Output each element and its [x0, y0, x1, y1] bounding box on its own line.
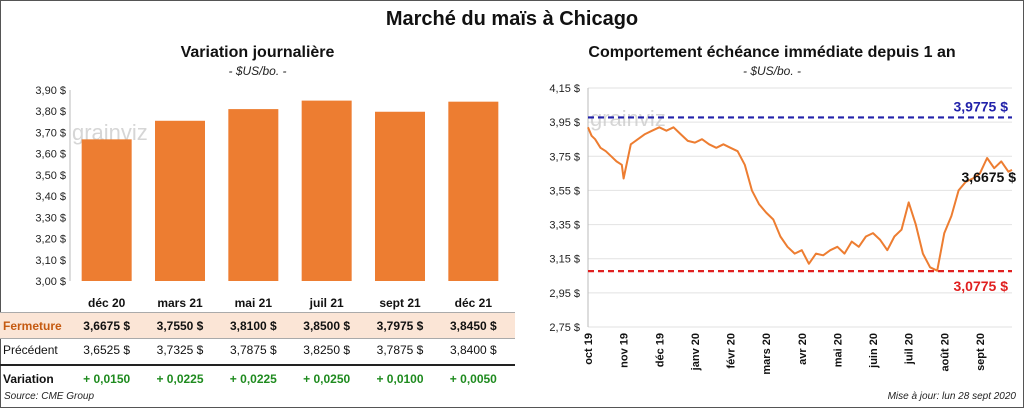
table-cell: 3,7875 $: [376, 343, 424, 357]
bar-y-tick-label: 3,10 $: [35, 255, 66, 267]
table-row: Variation + 0,0150 + 0,0225 + 0,0225 + 0,025…: [0, 364, 515, 391]
update-note: Mise à jour: lun 28 sept 2020: [887, 391, 1016, 402]
line-x-tick-label: août 20: [939, 333, 951, 372]
line-x-tick-label: juin 20: [868, 333, 880, 369]
bar-y-tick-label: 3,90 $: [35, 85, 66, 97]
line-y-tick-label: 3,15 $: [549, 254, 580, 266]
bar-category-label: déc 20: [88, 296, 126, 310]
bar: [81, 139, 132, 281]
bar: [155, 120, 205, 281]
table-cell: + 0,0100: [376, 372, 424, 386]
bar-chart-title: Variation journalière: [180, 44, 335, 61]
bar-category-label: mars 21: [157, 296, 203, 310]
bar: [301, 100, 352, 281]
table-cell: + 0,0225: [156, 372, 204, 386]
table-cell: 3,8400 $: [449, 343, 497, 357]
main-title: Marché du maïs à Chicago: [385, 8, 639, 30]
table-row: Précédent 3,6525 $ 3,7325 $ 3,7875 $ 3,8250 …: [0, 337, 515, 362]
bar-y-tick-label: 3,30 $: [35, 212, 66, 224]
table-cell: 3,8450 $: [449, 319, 497, 333]
line-x-tick-label: mars 20: [761, 333, 773, 375]
line-y-tick-label: 3,35 $: [549, 220, 580, 232]
line-y-tick-label: 2,95 $: [549, 288, 580, 300]
bar-y-tick-label: 3,40 $: [35, 191, 66, 203]
bar-category-label: juil 21: [309, 296, 344, 310]
bar-y-tick-label: 3,60 $: [35, 149, 66, 161]
upper-reference-label: 3,9775 $: [954, 98, 1009, 114]
line-y-tick-label: 3,55 $: [549, 185, 580, 197]
line-x-tick-label: oct 19: [583, 333, 595, 365]
lower-reference-label: 3,0775 $: [954, 278, 1009, 294]
table-cell: 3,7550 $: [156, 319, 204, 333]
bar: [448, 101, 499, 281]
bar-y-tick-label: 3,70 $: [35, 127, 66, 139]
line-x-tick-label: juil 20: [904, 333, 916, 365]
line-y-tick-label: 3,75 $: [549, 151, 580, 163]
line-chart: 4,15 $ 3,95 $ 3,75 $ 3,55 $ 3,35 $ 3,15 $ 2,95…: [549, 83, 1017, 375]
table-cell: 3,6675 $: [83, 319, 131, 333]
table-row-label: Fermeture: [3, 319, 62, 333]
bar-category-label: sept 21: [379, 296, 421, 310]
bar: [228, 109, 279, 281]
line-x-tick-label: févr 20: [726, 333, 738, 368]
bar-y-tick-label: 3,20 $: [35, 234, 66, 246]
bar: [375, 111, 425, 281]
line-x-tick-label: déc 19: [654, 333, 666, 367]
line-x-tick-label: sept 20: [975, 333, 987, 371]
line-y-tick-label: 3,95 $: [549, 117, 580, 129]
source-note: Source: CME Group: [4, 391, 95, 402]
bar-category-label: déc 21: [455, 296, 493, 310]
line-y-tick-label: 4,15 $: [549, 83, 580, 95]
line-y-tick-label: 2,75 $: [549, 322, 580, 334]
last-value-label: 3,6675 $: [962, 169, 1017, 185]
table-cell: + 0,0250: [303, 372, 351, 386]
price-series-line: [587, 126, 1013, 272]
table-row: Fermeture 3,6675 $ 3,7550 $ 3,8100 $ 3,8500 …: [0, 312, 515, 339]
bar-chart: 3,90 $ 3,80 $ 3,70 $ 3,60 $ 3,50 $ 3,40 $ 3,30…: [35, 85, 499, 310]
bar-y-tick-label: 3,00 $: [35, 276, 66, 288]
table-cell: 3,8250 $: [303, 343, 351, 357]
table-cell: + 0,0050: [449, 372, 497, 386]
line-x-tick-label: avr 20: [797, 333, 809, 365]
bar-chart-subtitle: - $US/bo. -: [228, 64, 287, 78]
table-cell: + 0,0225: [229, 372, 277, 386]
bar-y-tick-label: 3,80 $: [35, 106, 66, 118]
line-x-tick-label: janv 20: [690, 333, 702, 371]
table-row-label: Précédent: [3, 343, 58, 357]
table-cell: 3,7875 $: [229, 343, 277, 357]
table-cell: + 0,0150: [83, 372, 131, 386]
line-x-tick-label: mai 20: [832, 333, 844, 367]
bar-category-label: mai 21: [235, 296, 273, 310]
bar-y-tick-label: 3,50 $: [35, 170, 66, 182]
table-cell: 3,8100 $: [229, 319, 277, 333]
line-chart-title: Comportement échéance immédiate depuis 1…: [588, 44, 956, 61]
table-cell: 3,7325 $: [156, 343, 204, 357]
line-x-tick-label: nov 19: [619, 333, 631, 368]
futures-table: Fermeture 3,6675 $ 3,7550 $ 3,8100 $ 3,8500 …: [0, 284, 515, 394]
table-cell: 3,6525 $: [83, 343, 131, 357]
table-cell: 3,8500 $: [303, 319, 351, 333]
table-cell: 3,7975 $: [376, 319, 424, 333]
line-chart-subtitle: - $US/bo. -: [742, 64, 802, 78]
table-row-label: Variation: [3, 372, 54, 386]
